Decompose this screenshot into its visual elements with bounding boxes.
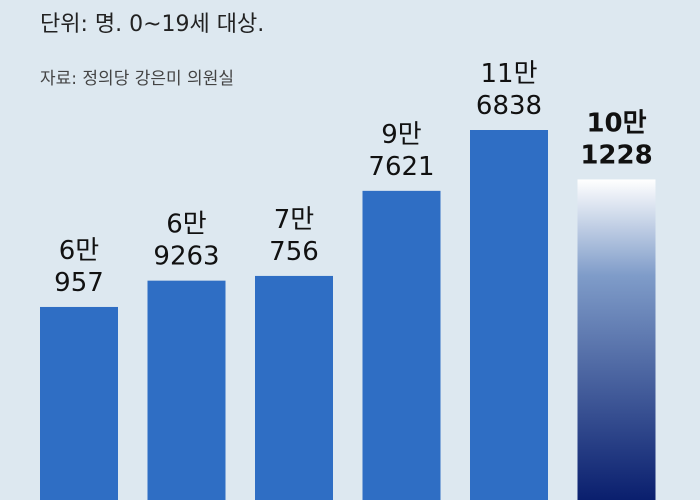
bar-4-label-line-1: 9만 <box>381 120 421 150</box>
bar-2-label-line-1: 6만 <box>166 210 206 240</box>
bar-4 <box>362 190 441 500</box>
bar-3-label-line-2: 756 <box>269 237 319 267</box>
bar-3 <box>255 275 333 500</box>
bar-2 <box>147 280 226 500</box>
bar-5-label-line-2: 6838 <box>476 91 542 121</box>
unit-note: 단위: 명. 0~19세 대상. <box>40 12 265 37</box>
bar-6 <box>577 179 656 500</box>
bar-3-label-line-1: 7만 <box>274 205 314 235</box>
bar-6-label-line-2: 1228 <box>580 140 652 170</box>
bar-1 <box>40 306 118 500</box>
bar-1-label-line-1: 6만 <box>59 236 99 266</box>
bar-5-label-line-1: 11만 <box>480 59 537 89</box>
bar-6-label-line-1: 10만 <box>586 108 646 138</box>
source-note: 자료: 정의당 강은미 의원실 <box>40 69 234 89</box>
bar-5 <box>470 130 548 500</box>
bar-2-label-line-2: 9263 <box>153 242 219 272</box>
bar-1-label-line-2: 957 <box>54 268 104 298</box>
bar-4-label-line-2: 7621 <box>368 152 434 182</box>
